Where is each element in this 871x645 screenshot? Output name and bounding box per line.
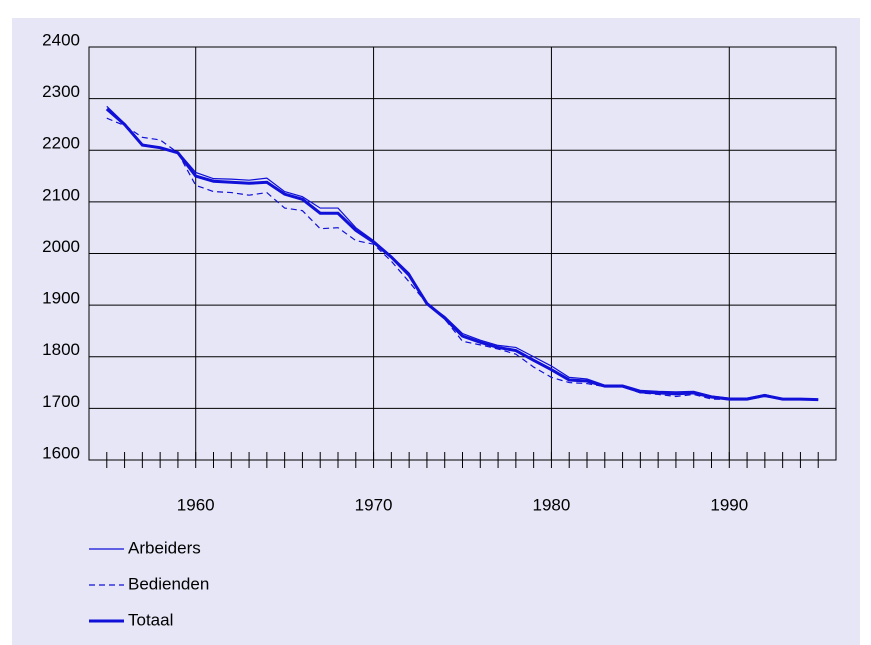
y-tick-label: 1800 (42, 340, 80, 359)
line-series (106, 117, 819, 401)
legend-label: Totaal (128, 610, 173, 629)
chart-background (12, 18, 860, 645)
y-tick-label: 2000 (42, 237, 80, 256)
line-series (105, 107, 819, 402)
x-tick-label: 1970 (355, 495, 393, 514)
y-tick-label: 2200 (42, 134, 80, 153)
legend-label: Bedienden (128, 574, 209, 593)
x-tick-label: 1990 (710, 495, 748, 514)
y-tick-label: 2300 (42, 82, 80, 101)
x-tick-label: 1980 (533, 495, 571, 514)
y-tick-label: 2400 (42, 30, 80, 49)
legend-label: Arbeiders (128, 538, 201, 557)
y-tick-label: 1900 (42, 289, 80, 308)
y-tick-label: 1600 (42, 443, 80, 462)
y-tick-label: 1700 (42, 392, 80, 411)
x-tick-label: 1960 (177, 495, 215, 514)
y-tick-label: 2100 (42, 185, 80, 204)
